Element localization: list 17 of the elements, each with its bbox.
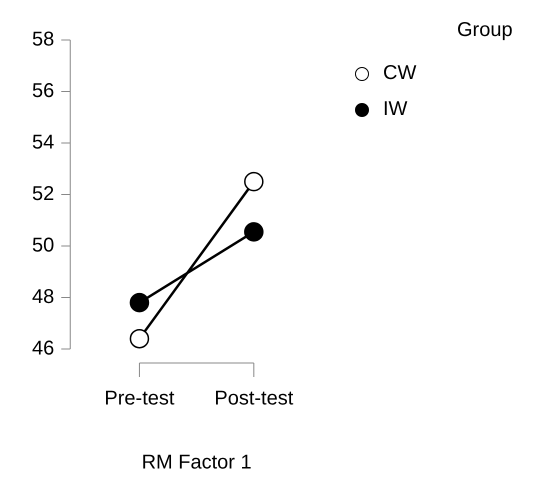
legend-label: IW — [383, 98, 408, 121]
point — [244, 222, 264, 242]
x-tick-label: Post-test — [214, 388, 294, 410]
x-axis-title: RM Factor 1 — [142, 452, 252, 474]
y-tick-label: 52 — [32, 183, 54, 206]
legend-label: CW — [383, 62, 416, 85]
y-tick-label: 58 — [32, 28, 54, 51]
y-tick-label: 48 — [32, 286, 54, 308]
point — [130, 292, 150, 312]
legend-title: Group — [457, 19, 513, 42]
y-tick-label: 54 — [32, 132, 54, 154]
y-tick-label: 56 — [32, 80, 54, 102]
x-tick-label: Pre-test — [104, 388, 175, 410]
y-tick-label: 50 — [32, 234, 54, 257]
point — [130, 328, 150, 348]
point — [244, 172, 264, 192]
y-tick-label: 46 — [32, 338, 54, 360]
